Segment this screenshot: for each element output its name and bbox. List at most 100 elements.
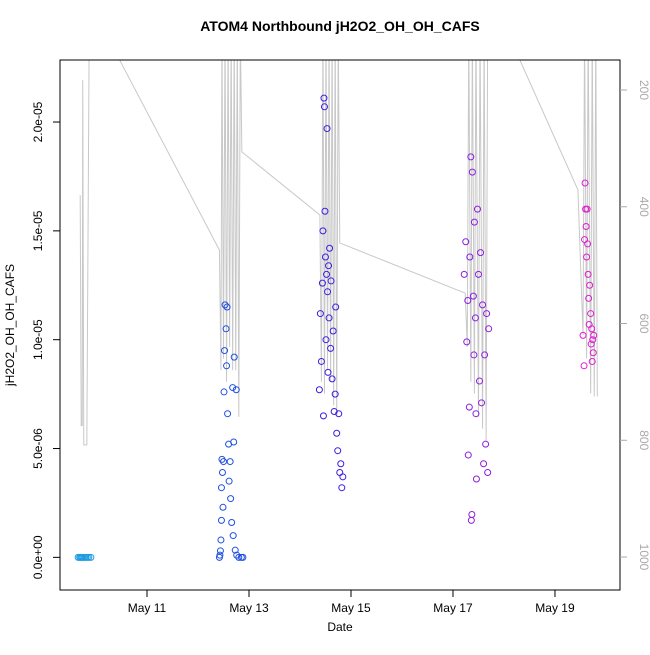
point [463,338,471,346]
point [464,297,472,305]
point [483,310,491,318]
point [587,340,595,348]
point [337,460,345,468]
point [219,458,227,466]
point [470,351,478,359]
point [470,218,478,226]
y2-tick-label: 200 [637,80,650,100]
point [218,455,226,463]
point [485,325,493,333]
point [467,153,475,161]
point [323,270,331,278]
x-axis-label: Date [327,620,353,634]
point [324,368,332,376]
point [321,253,329,261]
point [588,357,596,365]
point [230,438,238,446]
point [322,336,330,344]
point [221,347,229,355]
point [85,553,93,561]
point [226,458,234,466]
point [484,468,492,476]
point [587,310,595,318]
point [216,547,224,555]
point [231,546,239,554]
point [217,516,225,524]
point [476,377,484,385]
point [224,410,232,418]
point [460,270,468,278]
point [327,277,335,285]
point [320,103,328,111]
point [217,484,225,492]
point [315,386,323,394]
point [579,331,587,339]
x-tick-label: May 11 [128,601,167,615]
point [227,495,235,503]
point [468,510,476,518]
chart-title: ATOM4 Northbound jH2O2_OH_OH_CAFS [200,18,480,34]
point [218,468,226,476]
point [584,240,592,248]
point [477,249,485,257]
y2-tick-label: 600 [637,313,650,333]
point [221,301,229,309]
point [338,484,346,492]
point [235,553,243,561]
point [468,168,476,176]
point [474,270,482,278]
point [585,294,593,302]
point [329,327,337,335]
y2-tick-label: 400 [637,197,650,217]
point [339,473,347,481]
point [581,179,589,187]
point [333,429,341,437]
point [222,325,230,333]
point [482,440,490,448]
point [321,207,329,215]
point [481,351,489,359]
point [471,314,479,322]
point [472,410,480,418]
y2-tick-label: 800 [637,430,650,450]
point [325,314,333,322]
y-tick-label: 1.5e-05 [31,210,45,251]
point [239,553,247,561]
point [326,244,334,252]
point [328,375,336,383]
point [230,353,238,361]
point [317,357,325,365]
point [473,205,481,213]
point [466,253,474,261]
point [220,388,228,396]
plot-area [74,60,598,561]
point [479,301,487,309]
x-tick-label: May 15 [331,601,371,615]
point [319,412,327,420]
y-tick-label: 0.0e+00 [31,535,45,579]
point [584,270,592,278]
point [589,349,597,357]
y-axis-label: jH2O2_OH_OH_CAFS [3,264,17,387]
point [217,536,225,544]
y-tick-label: 2.0e-05 [31,101,45,142]
point [216,551,224,559]
point [590,331,598,339]
point [583,205,591,213]
point [480,460,488,468]
point [323,125,331,133]
point [331,390,339,398]
point [478,399,486,407]
point [334,447,342,455]
point [87,553,95,561]
point [229,532,237,540]
point [335,410,343,418]
point [229,384,237,392]
y2-tick-label: 1000 [637,544,650,571]
point [589,336,597,344]
point [324,288,332,296]
x-tick-label: May 19 [535,601,575,615]
point [316,310,324,318]
point [580,362,588,370]
